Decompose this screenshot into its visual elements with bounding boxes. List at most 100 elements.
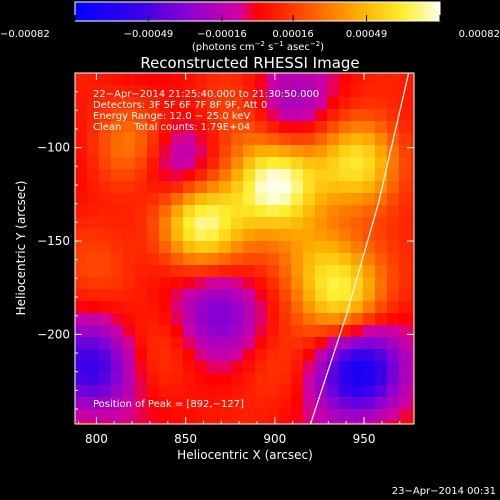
heatmap-cell [231,241,244,254]
annotation-counts: Total counts: 1.79E+04 [133,122,250,133]
heatmap-cell [243,133,256,146]
colorbar-ticks: −0.00082 −0.00049 −0.00016 0.00016 0.00049 0.… [0,15,500,40]
heatmap-cell [123,157,136,170]
heatmap-cell [387,385,400,398]
heatmap-cell [315,85,328,98]
colorbar-tick-label: 0.00049 [346,29,387,40]
heatmap-cell [171,229,184,242]
heatmap-cell [255,217,268,230]
heatmap-cell [99,205,112,218]
heatmap-cell [147,121,160,134]
heatmap-cell [135,217,148,230]
heatmap-cell [147,157,160,170]
heatmap-cell [375,217,388,230]
heatmap-cell [123,313,136,326]
heatmap-cell [399,109,412,122]
heatmap-cell [123,133,136,146]
heatmap-cell [399,409,412,422]
heatmap-cell [123,301,136,314]
heatmap-cell [147,409,160,422]
heatmap-cell [123,325,136,338]
heatmap-cell [183,85,196,98]
heatmap-cell [315,253,328,266]
heatmap-cell [291,349,304,362]
heatmap-cell [315,277,328,290]
heatmap-cell [243,217,256,230]
heatmap-cell [87,265,100,278]
heatmap-cell [279,253,292,266]
heatmap-cell [291,277,304,290]
annotation-energy: Energy Range: 12.0 − 25.0 keV [93,111,250,122]
heatmap-cell [315,205,328,218]
heatmap-cell [195,133,208,146]
heatmap-cell [171,121,184,134]
plot-annotations: 22−Apr−2014 21:25:40.000 to 21:30:50.000… [93,89,319,410]
heatmap-cell [279,205,292,218]
annotation-detectors: Detectors: 3F 5F 6F 7F 8F 9F, Att 0 [93,100,267,111]
heatmap-cell [411,193,414,206]
heatmap-cell [339,397,352,410]
heatmap-cell [207,133,220,146]
heatmap-cell [147,373,160,386]
heatmap-cell [351,157,364,170]
heatmap-cell [195,193,208,206]
heatmap-cell [363,421,376,424]
heatmap-cell [411,121,414,134]
heatmap-cell [267,337,280,350]
heatmap-cell [123,169,136,182]
heatmap-cell [87,349,100,362]
heatmap-cell [363,373,376,386]
heatmap-cell [123,229,136,242]
heatmap-cell [219,409,232,422]
heatmap-cell [387,85,400,98]
heatmap-cell [327,229,340,242]
heatmap-cell [135,361,148,374]
heatmap-cell [231,109,244,122]
heatmap-cell [75,241,88,254]
heatmap-cell [363,205,376,218]
heatmap-cell [303,133,316,146]
heatmap-cell [399,205,412,218]
heatmap-cell [339,229,352,242]
heatmap-cell [243,241,256,254]
heatmap-cell [303,373,316,386]
heatmap-cell [171,409,184,422]
heatmap-cell [135,241,148,254]
heatmap-cell [159,97,172,110]
heatmap-cell [171,145,184,158]
heatmap-cell [231,253,244,266]
heatmap-cell [147,385,160,398]
heatmap-cell [255,265,268,278]
heatmap-cell [135,193,148,206]
heatmap-cell [219,229,232,242]
heatmap-cell [183,385,196,398]
heatmap-cell [123,145,136,158]
heatmap-cell [219,277,232,290]
heatmap-cell [291,325,304,338]
heatmap-cell [315,169,328,182]
heatmap-cell [207,349,220,362]
heatmap-cell [183,217,196,230]
heatmap-cell [183,145,196,158]
heatmap-cell [291,409,304,422]
heatmap-cell [327,121,340,134]
heatmap-cell [171,169,184,182]
heatmap-cell [339,97,352,110]
heatmap-cell [183,265,196,278]
heatmap-cell [207,145,220,158]
heatmap-cell [255,349,268,362]
heatmap-cell [99,193,112,206]
heatmap-cell [75,229,88,242]
heatmap-cell [99,277,112,290]
heatmap-cell [411,85,414,98]
heatmap-cell [219,325,232,338]
heatmap-cell [135,373,148,386]
heatmap-cell [375,397,388,410]
heatmap-cell [111,313,124,326]
heatmap-cell [243,145,256,158]
heatmap-cell [303,253,316,266]
heatmap-cell [123,253,136,266]
heatmap-cell [195,169,208,182]
heatmap-cell [195,181,208,194]
heatmap-cell [207,277,220,290]
